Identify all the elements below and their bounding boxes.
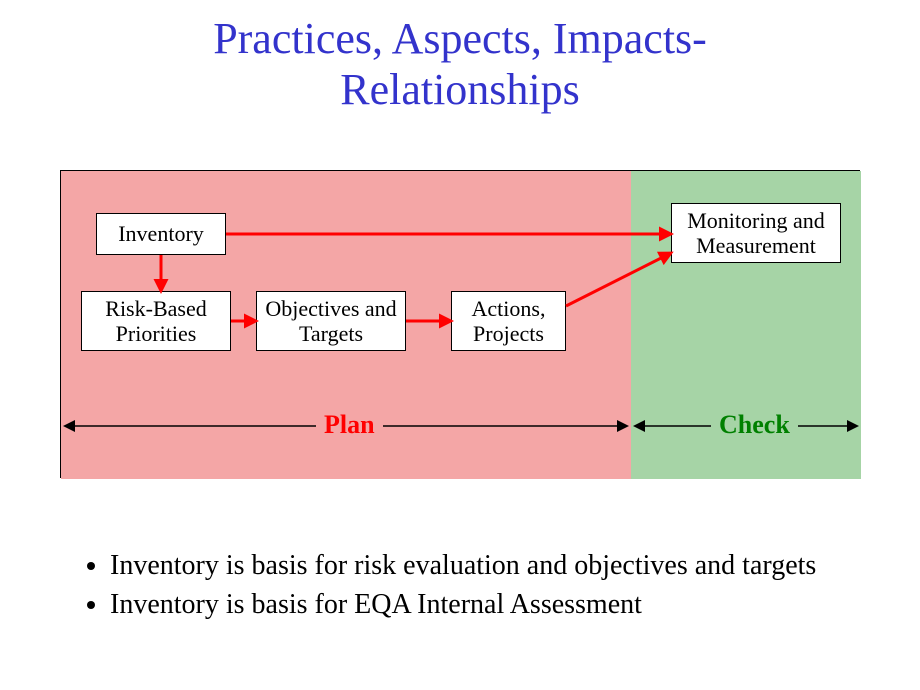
- check-label: Check: [711, 410, 798, 440]
- box-actions-label: Actions, Projects: [458, 296, 559, 347]
- box-inventory-label: Inventory: [118, 221, 204, 246]
- box-inventory: Inventory: [96, 213, 226, 255]
- box-monitoring-label: Monitoring and Measurement: [678, 208, 834, 259]
- box-risk-label: Risk-Based Priorities: [88, 296, 224, 347]
- plan-label: Plan: [316, 410, 383, 440]
- bullet-item: Inventory is basis for EQA Internal Asse…: [110, 587, 870, 622]
- box-monitoring: Monitoring and Measurement: [671, 203, 841, 263]
- box-risk: Risk-Based Priorities: [81, 291, 231, 351]
- bullet-item: Inventory is basis for risk evaluation a…: [110, 548, 870, 583]
- slide: Practices, Aspects, Impacts- Relationshi…: [0, 0, 920, 690]
- box-actions: Actions, Projects: [451, 291, 566, 351]
- box-objectives: Objectives and Targets: [256, 291, 406, 351]
- slide-title: Practices, Aspects, Impacts- Relationshi…: [0, 0, 920, 115]
- box-objectives-label: Objectives and Targets: [263, 296, 399, 347]
- title-line-1: Practices, Aspects, Impacts-: [213, 14, 707, 63]
- title-line-2: Relationships: [340, 65, 580, 114]
- bullet-list: Inventory is basis for risk evaluation a…: [70, 548, 870, 626]
- diagram-container: Inventory Risk-Based Priorities Objectiv…: [60, 170, 860, 478]
